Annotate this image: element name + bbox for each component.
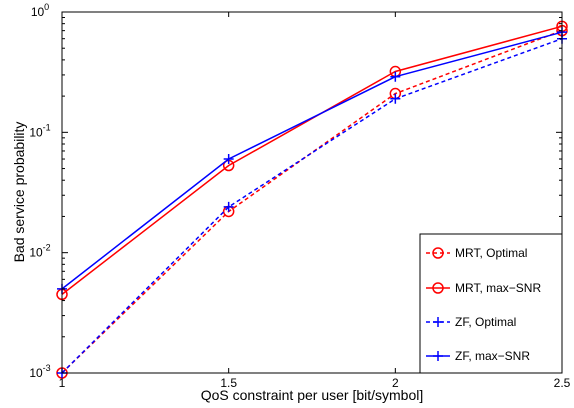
legend-entry: MRT, max−SNR (426, 281, 541, 295)
legend: MRT, Optimal MRT, max−SNR ZF, Optimal ZF, m… (419, 233, 563, 374)
legend-entry: ZF, max−SNR (426, 349, 530, 363)
legend-label: ZF, max−SNR (455, 349, 530, 363)
y-tick-label: 10-2 (29, 243, 50, 260)
legend-label: ZF, Optimal (455, 315, 516, 329)
x-tick-label: 1 (59, 376, 66, 390)
data-point (390, 93, 401, 104)
data-point (390, 71, 401, 82)
legend-label: MRT, Optimal (455, 246, 527, 260)
legend-label: MRT, max−SNR (455, 281, 541, 295)
y-axis-label: Bad service probability (11, 122, 27, 263)
ticks-layer: 1 1.5 2 2.5 10-3 10-2 10-1 100 (29, 2, 570, 390)
legend-entry: MRT, Optimal (426, 246, 527, 260)
plot-frame (61, 11, 563, 374)
x-axis-label: QoS constraint per user [bit/symbol] (201, 387, 424, 403)
series-line (61, 31, 563, 290)
legend-marker (433, 351, 443, 361)
y-tick-label: 10-3 (29, 363, 50, 380)
legend-marker (432, 282, 444, 294)
legend-entry: ZF, Optimal (426, 315, 516, 329)
legend-box (419, 233, 563, 374)
legend-marker (432, 247, 444, 259)
legend-marker (433, 317, 443, 327)
data-point (223, 154, 234, 165)
x-tick-label: 2.5 (554, 376, 571, 390)
series-line (61, 29, 563, 374)
x-tick-label: 1.5 (220, 376, 237, 390)
y-tick-label: 10-1 (29, 122, 50, 139)
data-point (223, 201, 234, 212)
x-tick-label: 2 (392, 376, 399, 390)
y-tick-label: 100 (31, 2, 49, 19)
